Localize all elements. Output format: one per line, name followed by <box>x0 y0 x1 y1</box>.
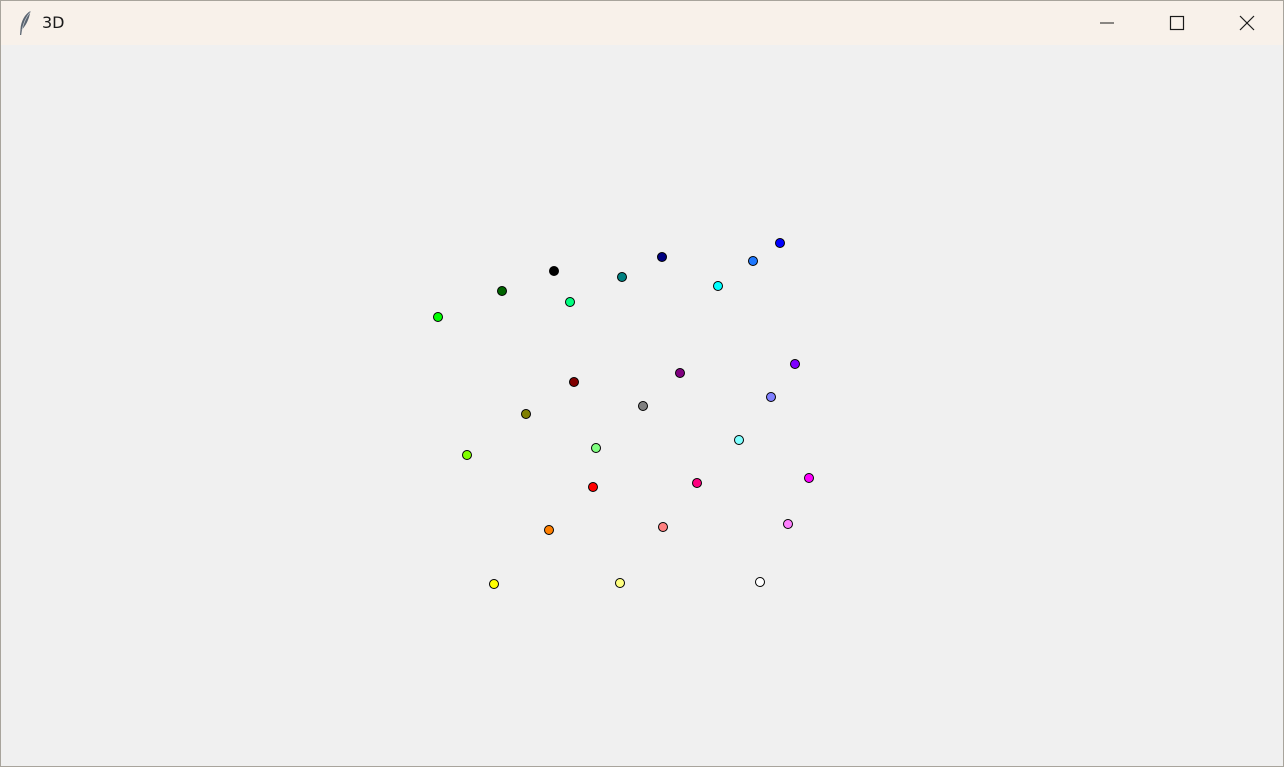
window-title: 3D <box>42 13 65 32</box>
scatter-point-11 <box>675 368 685 378</box>
close-icon <box>1239 15 1255 31</box>
title-bar[interactable]: 3D <box>1 1 1283 45</box>
scatter-point-9 <box>775 238 785 248</box>
scatter-point-17 <box>591 443 601 453</box>
scatter-point-5 <box>617 272 627 282</box>
scatter-point-2 <box>497 286 507 296</box>
scatter-point-25 <box>489 579 499 589</box>
scatter-point-8 <box>748 256 758 266</box>
close-button[interactable] <box>1212 1 1282 45</box>
scatter-point-27 <box>755 577 765 587</box>
minimize-button[interactable] <box>1072 1 1142 45</box>
feather-icon <box>20 11 31 35</box>
scatter-point-24 <box>783 519 793 529</box>
scatter-point-3 <box>549 266 559 276</box>
scatter-point-22 <box>544 525 554 535</box>
scatter-point-26 <box>615 578 625 588</box>
scatter-point-16 <box>462 450 472 460</box>
scatter-point-1 <box>433 312 443 322</box>
scatter-point-21 <box>804 473 814 483</box>
scatter-point-20 <box>692 478 702 488</box>
drawing-canvas[interactable] <box>1 45 1283 766</box>
maximize-icon <box>1169 15 1185 31</box>
maximize-button[interactable] <box>1142 1 1212 45</box>
scatter-point-7 <box>713 281 723 291</box>
scatter-point-12 <box>790 359 800 369</box>
scatter-point-14 <box>638 401 648 411</box>
scatter-point-6 <box>657 252 667 262</box>
scatter-point-10 <box>569 377 579 387</box>
scatter-point-15 <box>766 392 776 402</box>
scatter-point-4 <box>565 297 575 307</box>
scatter-point-13 <box>521 409 531 419</box>
scatter-point-23 <box>658 522 668 532</box>
scatter-point-18 <box>734 435 744 445</box>
scatter-point-19 <box>588 482 598 492</box>
minimize-icon <box>1100 22 1114 24</box>
